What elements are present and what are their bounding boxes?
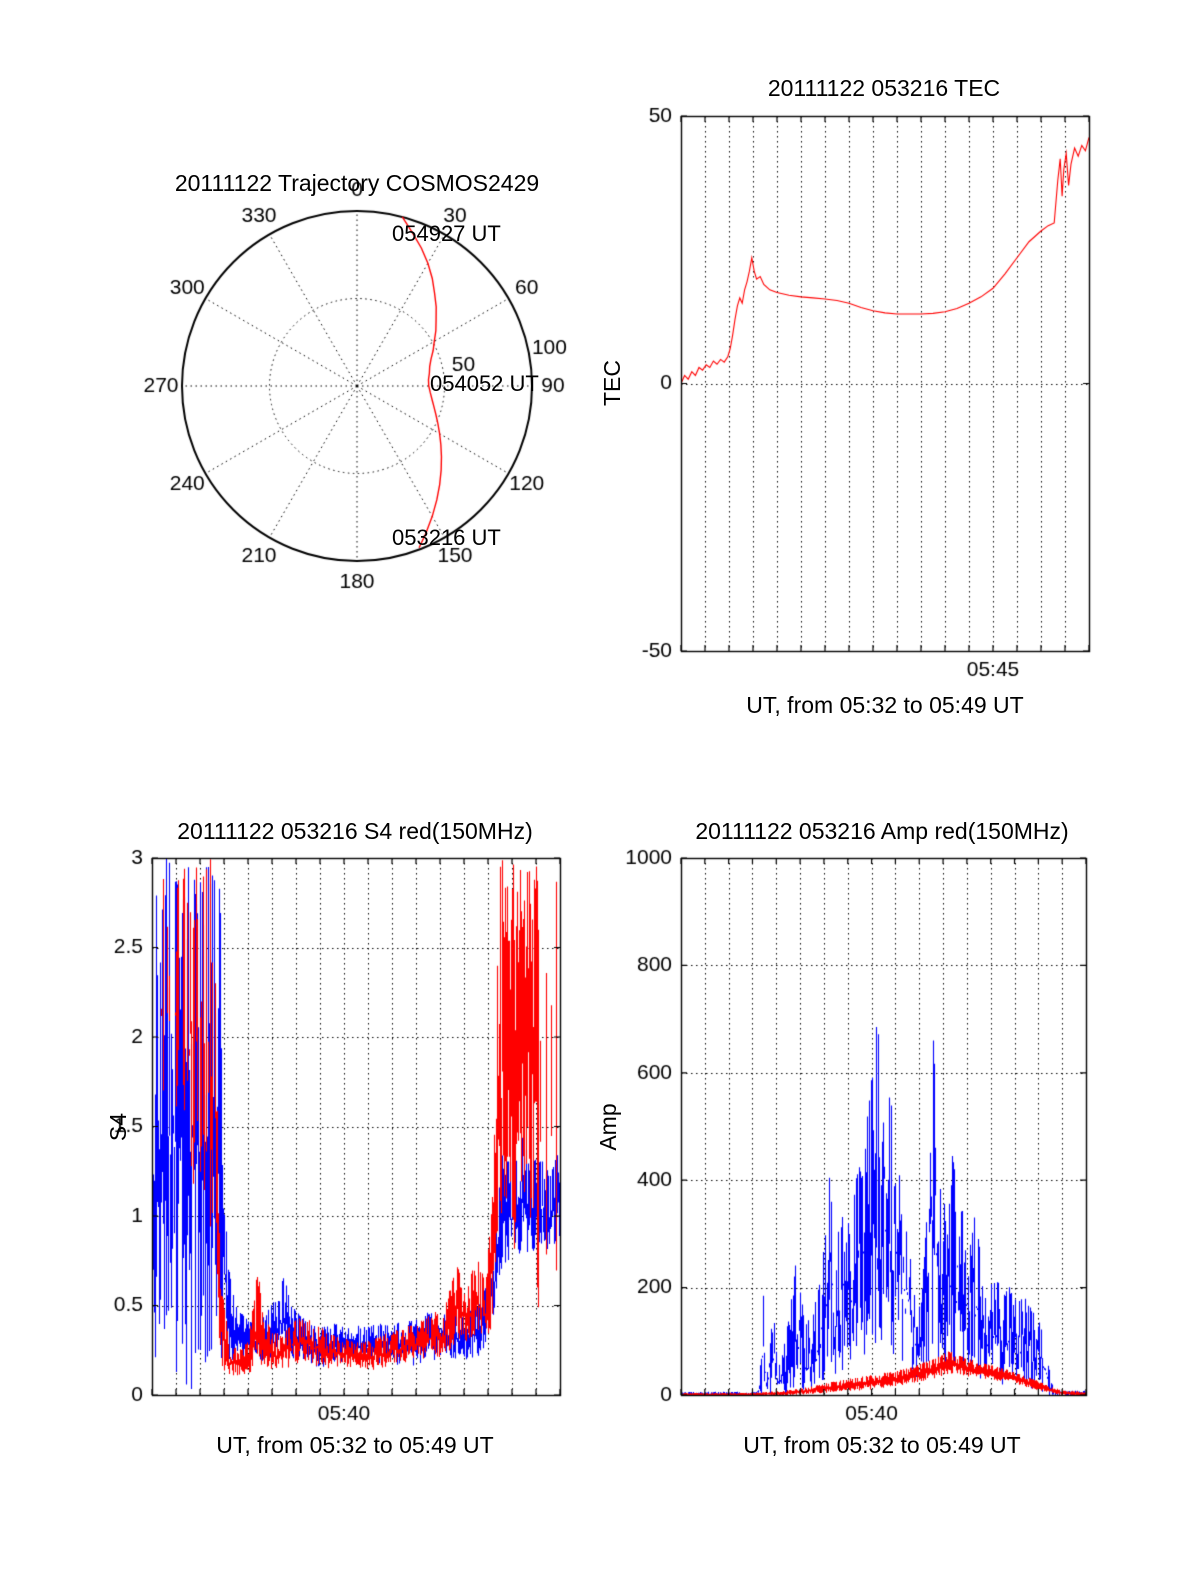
trajectory-annotation-054927: 054927 UT	[392, 221, 501, 246]
amp-y-axis-label: Amp	[595, 1103, 621, 1151]
trajectory-title: 20111122 Trajectory COSMOS2429	[174, 170, 540, 196]
tec-x-axis-label: UT, from 05:32 to 05:49 UT	[746, 692, 1024, 718]
s4-title: 20111122 053216 S4 red(150MHz)	[177, 818, 533, 844]
tec-y-axis-label: TEC	[599, 360, 625, 406]
trajectory-annotation-053216: 053216 UT	[392, 525, 501, 550]
trajectory-annotation-054052: 054052 UT	[430, 371, 539, 396]
amp-x-axis-label: UT, from 05:32 to 05:49 UT	[743, 1432, 1021, 1458]
s4-x-axis-label: UT, from 05:32 to 05:49 UT	[216, 1432, 494, 1458]
s4-y-axis-label: S4	[105, 1112, 131, 1142]
amp-title: 20111122 053216 Amp red(150MHz)	[695, 818, 1069, 844]
tec-title: 20111122 053216 TEC	[767, 75, 1001, 101]
